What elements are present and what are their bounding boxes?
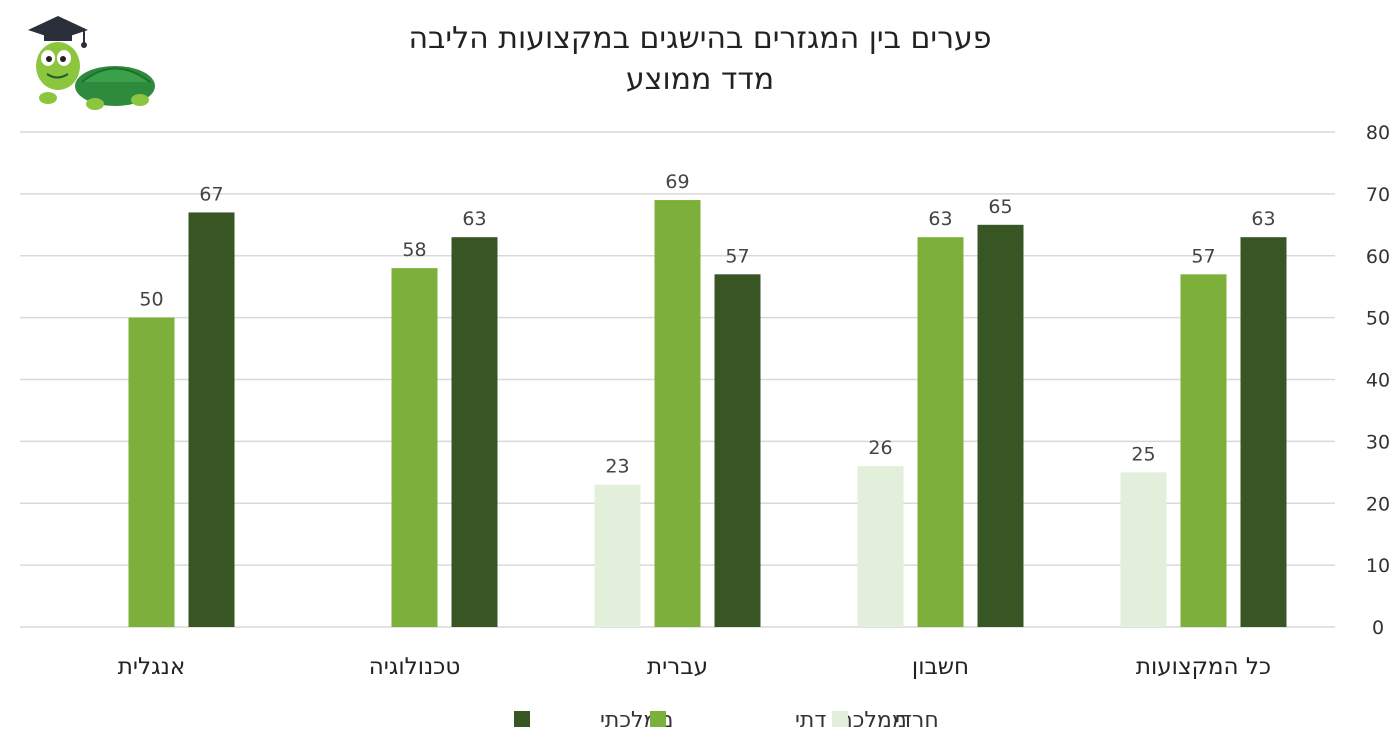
data-label: 26 — [868, 437, 892, 459]
x-category-label: חשבון — [912, 654, 969, 680]
data-label: 25 — [1131, 443, 1155, 465]
bar — [391, 268, 438, 627]
y-tick-label: 20 — [1366, 493, 1390, 515]
bar — [1240, 237, 1287, 627]
x-category-label: כל המקצועות — [1136, 654, 1271, 680]
x-category-label: טכנולוגיה — [369, 654, 461, 680]
bar — [1180, 274, 1227, 627]
x-axis: כל המקצועות חשבון עברית טכנולוגיה אנגלית — [118, 654, 1271, 680]
y-tick-label: 60 — [1366, 246, 1390, 268]
data-labels: 25 57 63 26 63 65 23 69 57 58 63 50 67 — [139, 171, 1275, 478]
legend-swatch — [514, 711, 530, 727]
y-tick-label: 40 — [1366, 370, 1390, 392]
data-label: 63 — [928, 208, 952, 230]
bar — [917, 237, 964, 627]
bar — [857, 466, 904, 627]
y-tick-label: 30 — [1366, 431, 1390, 453]
chart-title: פערים בין המגזרים בהישגים במקצועות הליבה — [408, 21, 991, 56]
y-tick-label: 80 — [1366, 122, 1390, 144]
y-axis: 0 10 20 30 40 50 60 70 80 — [1366, 122, 1390, 639]
bar — [977, 224, 1024, 627]
data-label: 58 — [402, 239, 426, 261]
bar — [654, 200, 701, 627]
data-label: 63 — [1251, 208, 1275, 230]
turtle-graduate-icon — [28, 16, 155, 110]
bar — [594, 484, 641, 627]
data-label: 50 — [139, 289, 163, 311]
legend-swatch — [832, 711, 848, 727]
data-label: 69 — [665, 171, 689, 193]
y-tick-label: 50 — [1366, 308, 1390, 330]
y-tick-label: 10 — [1366, 555, 1390, 577]
chart-subtitle: מדד ממוצע — [626, 62, 774, 97]
data-label: 65 — [988, 196, 1012, 218]
bars — [128, 200, 1287, 627]
bar — [451, 237, 498, 627]
data-label: 57 — [725, 245, 749, 267]
bar — [1120, 472, 1167, 627]
x-category-label: עברית — [647, 654, 708, 680]
x-category-label: אנגלית — [118, 654, 185, 680]
data-label: 23 — [605, 456, 629, 478]
bar — [128, 317, 175, 627]
data-label: 63 — [462, 208, 486, 230]
bar — [188, 212, 235, 627]
y-tick-label: 0 — [1372, 617, 1384, 639]
legend-swatch — [650, 711, 666, 727]
data-label: 57 — [1191, 245, 1215, 267]
bar — [714, 274, 761, 627]
legend-label: חרדי — [895, 708, 939, 733]
y-tick-label: 70 — [1366, 184, 1390, 206]
data-label: 67 — [199, 183, 223, 205]
legend-label: ממלכתי דתי — [795, 708, 907, 733]
